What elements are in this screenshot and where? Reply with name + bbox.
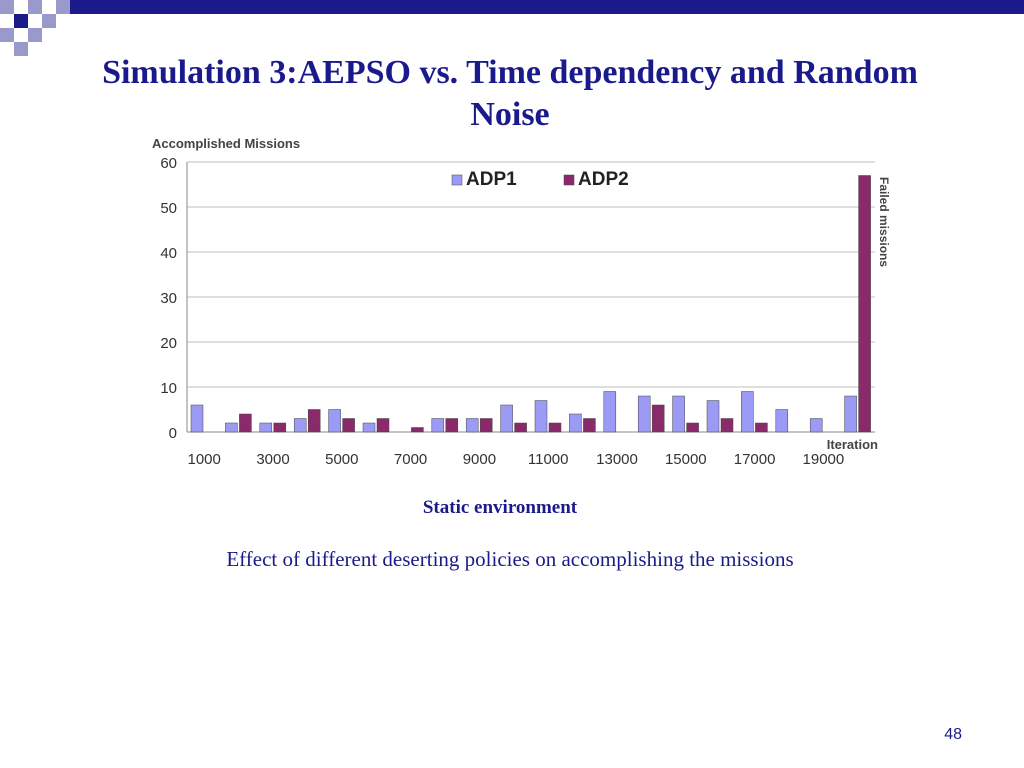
bar-adp1 bbox=[672, 395, 685, 433]
bar-adp1 bbox=[293, 418, 307, 433]
bar-adp1 bbox=[431, 418, 445, 433]
legend-label: ADP1 bbox=[466, 169, 517, 190]
bar-adp1 bbox=[534, 400, 548, 433]
bar-adp1 bbox=[809, 418, 823, 433]
bar-adp2 bbox=[651, 404, 665, 433]
y-tick-label: 10 bbox=[160, 380, 177, 397]
slide-caption: Effect of different deserting policies o… bbox=[226, 547, 794, 571]
bar-adp1 bbox=[465, 418, 479, 433]
bar-adp2 bbox=[514, 422, 527, 433]
x-axis-label: Iteration bbox=[827, 437, 878, 452]
x-tick-label: 17000 bbox=[734, 451, 776, 468]
x-tick-label: 13000 bbox=[596, 451, 638, 468]
chart-subcaption: Static environment bbox=[422, 497, 578, 518]
bar-adp2 bbox=[342, 418, 355, 433]
bar-adp2 bbox=[239, 413, 252, 433]
y-tick-label: 60 bbox=[160, 155, 177, 172]
bar-adp1 bbox=[569, 413, 582, 433]
bar-adp2 bbox=[376, 418, 390, 433]
x-tick-label: 19000 bbox=[803, 451, 845, 468]
chart-svg: 0 10 20 30 40 50 60 Accomplished Missions 1000 30… bbox=[152, 136, 891, 468]
bar-adp2 bbox=[720, 418, 734, 433]
x-tick-label: 3000 bbox=[256, 451, 289, 468]
x-tick-label: 9000 bbox=[463, 451, 496, 468]
x-tick-label: 15000 bbox=[665, 451, 707, 468]
bar-adp2 bbox=[755, 422, 768, 433]
corner-decoration bbox=[0, 0, 1024, 56]
bar-adp1 bbox=[362, 422, 376, 433]
y-tick-label: 30 bbox=[160, 290, 177, 307]
y-tick-label: 0 bbox=[169, 425, 177, 442]
bar-adp1 bbox=[190, 404, 204, 433]
x-tick-label: 5000 bbox=[325, 451, 358, 468]
legend-swatch bbox=[563, 174, 575, 186]
bar-adp1 bbox=[741, 391, 754, 433]
bar-adp2 bbox=[445, 418, 459, 433]
bar-adp2 bbox=[686, 422, 699, 433]
bar-adp2 bbox=[411, 427, 424, 433]
y-axis-label: Accomplished Missions bbox=[152, 136, 300, 151]
bar-adp1 bbox=[603, 391, 617, 433]
bar-adp1 bbox=[328, 409, 341, 433]
x-tick-label: 1000 bbox=[188, 451, 221, 468]
legend-swatch bbox=[451, 174, 463, 186]
y-tick-label: 20 bbox=[160, 335, 177, 352]
x-tick-label: 11000 bbox=[528, 451, 569, 468]
bar-adp1 bbox=[500, 404, 513, 433]
bar-adp1 bbox=[844, 395, 857, 433]
bar-adp1 bbox=[775, 409, 789, 433]
bar-adp2 bbox=[548, 422, 562, 433]
bar-adp2 bbox=[273, 422, 287, 433]
bar-adp2 bbox=[583, 418, 596, 433]
bar-adp1 bbox=[259, 422, 273, 433]
page-number: 48 bbox=[944, 726, 962, 743]
bar-adp1 bbox=[637, 395, 651, 433]
bar-adp2 bbox=[858, 175, 871, 433]
failed-missions-label: Failed missions bbox=[877, 177, 891, 267]
slide-title: Simulation 3:AEPSO vs. Time dependency a… bbox=[102, 54, 918, 133]
x-tick-label: 7000 bbox=[394, 451, 427, 468]
bar-chart: 0 10 20 30 40 50 60 Accomplished Missions 1000 30… bbox=[140, 130, 900, 475]
bar-adp2 bbox=[307, 409, 321, 433]
y-tick-label: 50 bbox=[160, 200, 177, 217]
bar-adp1 bbox=[706, 400, 720, 433]
bar-adp1 bbox=[225, 422, 238, 433]
legend-label: ADP2 bbox=[578, 169, 629, 190]
bar-adp2 bbox=[479, 418, 493, 433]
y-tick-label: 40 bbox=[160, 245, 177, 262]
